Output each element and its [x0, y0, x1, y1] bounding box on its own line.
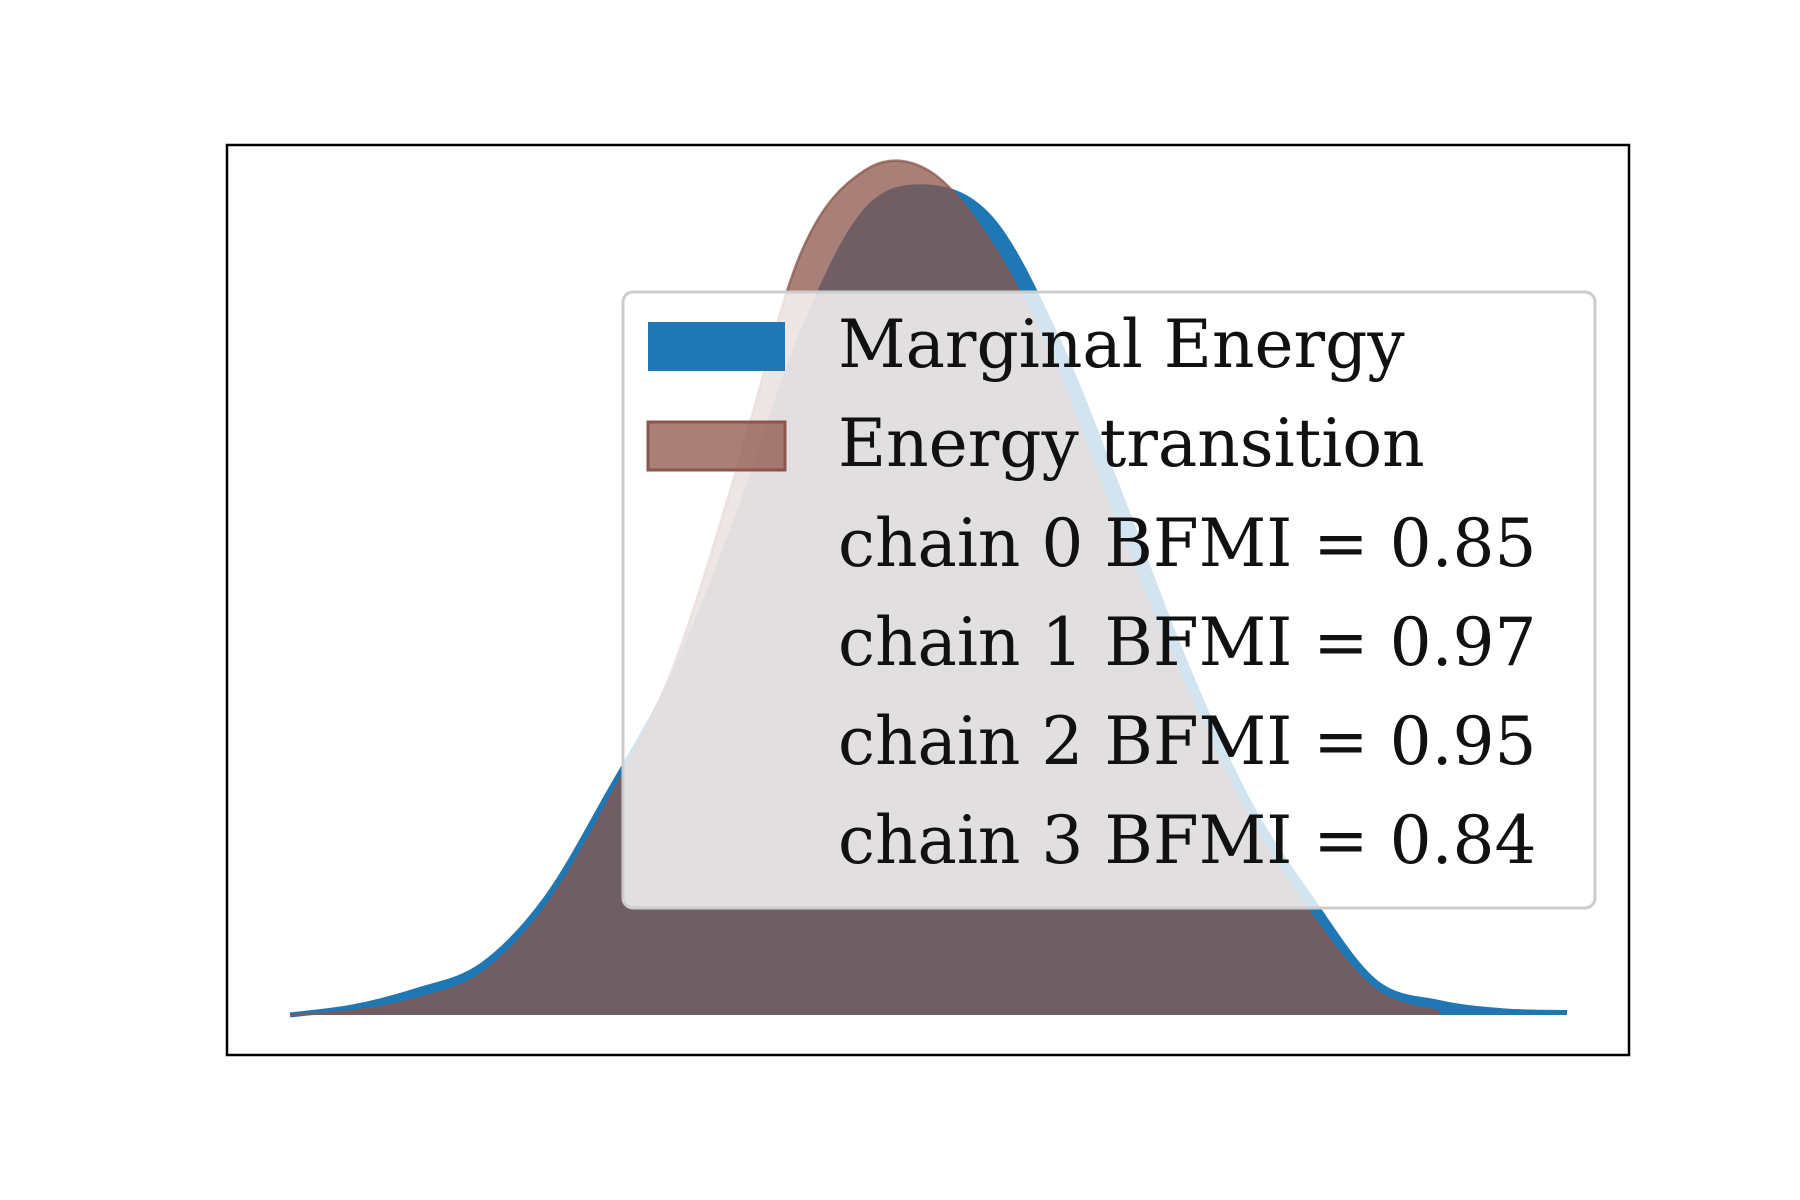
legend-bfmi-chain-1: chain 1 BFMI = 0.97 [838, 604, 1537, 681]
legend-bfmi-chain-0: chain 0 BFMI = 0.85 [838, 505, 1537, 582]
legend-bfmi-chain-2: chain 2 BFMI = 0.95 [838, 703, 1537, 780]
legend-label-energy-transition: Energy transition [838, 405, 1425, 482]
axes-frame [225, 143, 1631, 1057]
legend-label-marginal-energy: Marginal Energy [838, 306, 1405, 383]
legend: Marginal Energy Energy transition chain … [621, 290, 1597, 910]
legend-swatch-marginal-energy [648, 322, 785, 371]
legend-bfmi-chain-3: chain 3 BFMI = 0.84 [838, 802, 1537, 879]
legend-swatch-energy-transition [646, 420, 787, 472]
legend-box [621, 290, 1597, 910]
